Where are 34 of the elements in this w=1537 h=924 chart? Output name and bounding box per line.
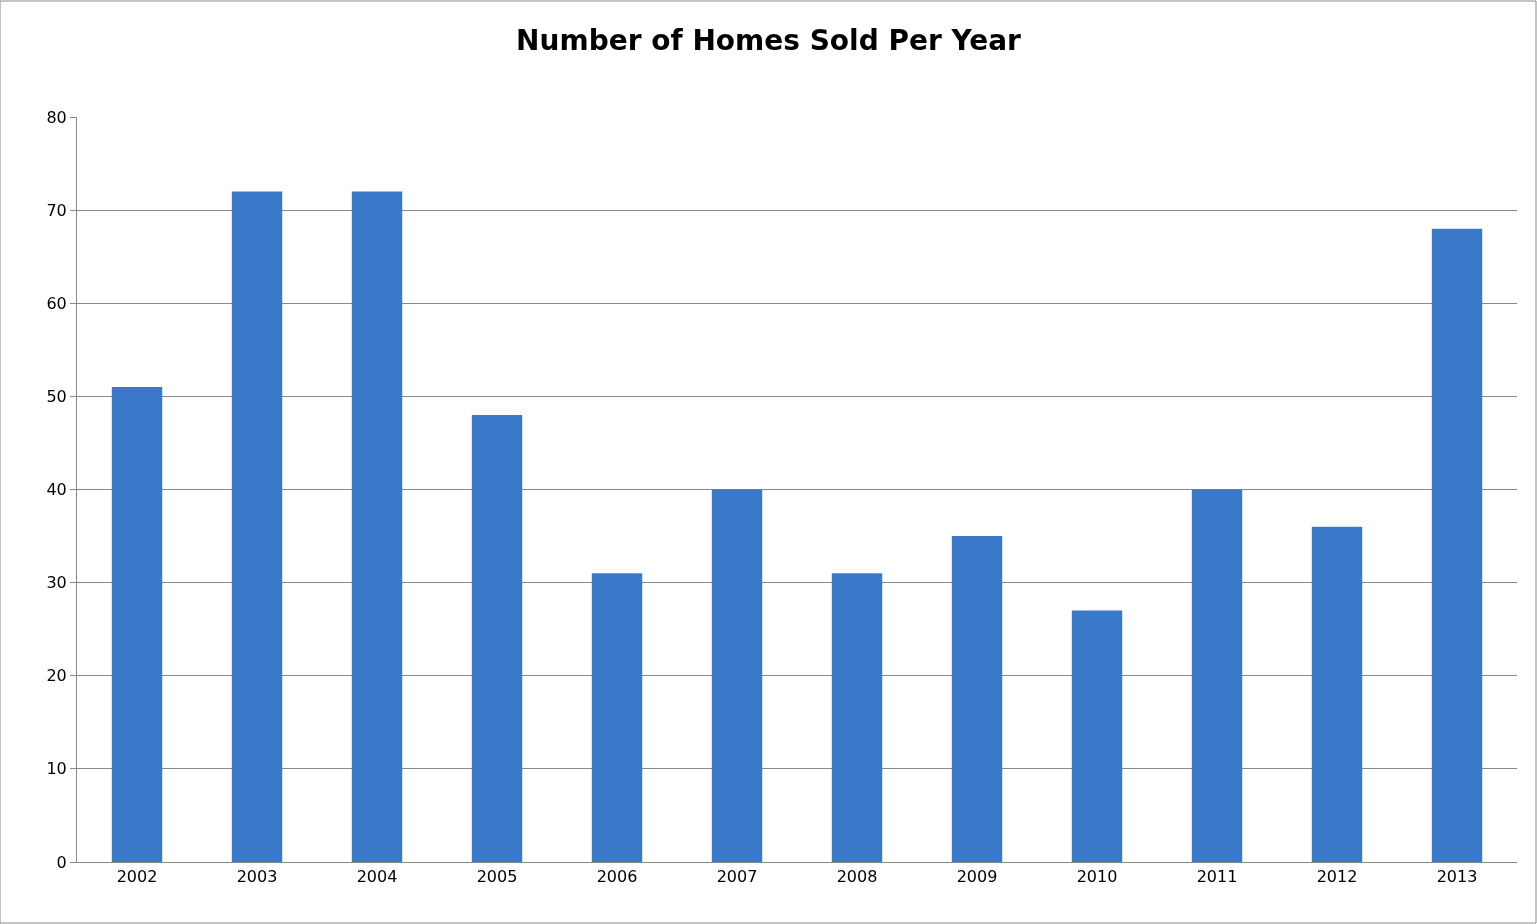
bar [471,415,523,862]
x-tick-label: 2008 [836,867,878,887]
bar [351,191,403,862]
y-tick-label: 20 [46,666,67,686]
y-tick-label: 40 [46,480,67,500]
bar [711,489,763,862]
x-tick-label: 2004 [356,867,398,887]
y-tick-label: 60 [46,293,67,313]
y-tick-label: 30 [46,573,67,593]
x-tick-label: 2012 [1316,867,1358,887]
bar [1311,526,1363,862]
x-tick-label: 2005 [476,867,518,887]
chart-title: Number of Homes Sold Per Year [516,23,1022,57]
y-tick-label: 70 [46,200,67,220]
x-tick-label: 2007 [716,867,758,887]
y-tick-label: 0 [56,852,67,872]
bar [1071,610,1123,862]
x-tick-label: 2002 [116,867,158,887]
x-tick-label: 2009 [956,867,998,887]
bar [111,387,163,862]
x-tick-label: 2010 [1076,867,1118,887]
bar [831,573,883,862]
bar [1431,228,1483,862]
bar [591,573,643,862]
x-tick-label: 2011 [1196,867,1238,887]
bar [231,191,283,862]
y-tick-label: 10 [46,759,67,779]
y-tick-label: 50 [46,386,67,406]
bar [1191,489,1243,862]
bar [951,536,1003,862]
y-tick-label: 80 [46,107,67,127]
x-tick-label: 2006 [596,867,638,887]
x-tick-label: 2003 [236,867,278,887]
x-tick-label: 2013 [1436,867,1478,887]
